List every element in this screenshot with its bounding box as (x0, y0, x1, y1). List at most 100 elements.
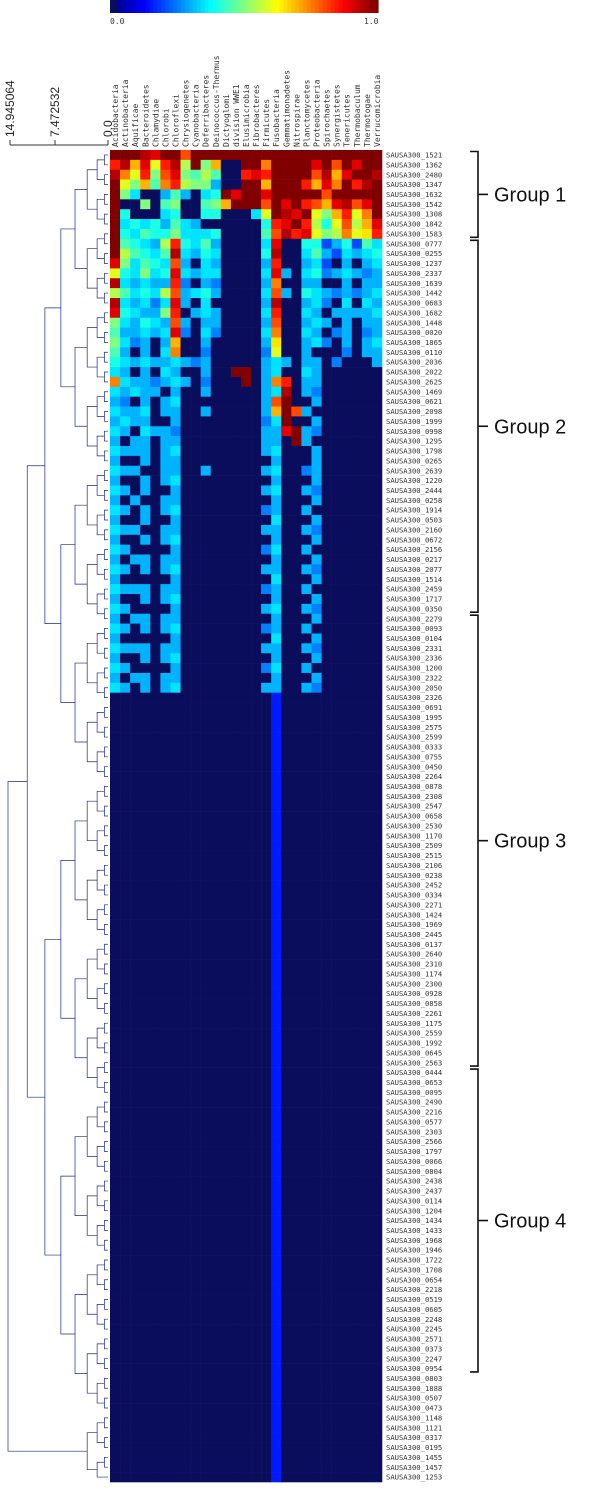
dendrogram-branch (96, 1422, 105, 1443)
heatmap-cell (311, 574, 322, 585)
heatmap-cell (361, 357, 373, 368)
heatmap-cell (281, 1472, 292, 1483)
heatmap-cell (361, 1432, 373, 1443)
heatmap-cell (371, 268, 383, 279)
heatmap-cell (301, 692, 312, 703)
heatmap-cell (301, 1363, 312, 1374)
heatmap-cell (240, 742, 252, 753)
heatmap-cell (120, 1393, 131, 1404)
heatmap-cell (120, 426, 131, 437)
heatmap-cell (200, 998, 212, 1009)
heatmap-cell (210, 179, 222, 190)
colorbar-segment (216, 0, 221, 13)
dendrogram-branch (86, 1037, 98, 1078)
heatmap-cell (220, 426, 232, 437)
heatmap-cell (200, 446, 212, 457)
heatmap-cell (331, 1235, 342, 1246)
heatmap-cell (110, 751, 121, 763)
heatmap-cell (331, 1205, 342, 1216)
heatmap-cell (200, 890, 212, 901)
heatmap-cell (120, 416, 131, 427)
heatmap-cell (261, 742, 272, 753)
heatmap-cell (230, 909, 242, 920)
heatmap-cell (170, 465, 181, 476)
group-label: Group 2 (494, 416, 566, 438)
heatmap-cell (120, 1432, 131, 1443)
heatmap-cell (230, 722, 242, 733)
heatmap-cell (150, 1116, 161, 1128)
heatmap-cell (311, 1156, 322, 1167)
heatmap-cell (210, 485, 222, 496)
row-label: SAUSA300_0110 (386, 348, 442, 357)
heatmap-cell (281, 1343, 292, 1355)
heatmap-cell (210, 544, 222, 555)
heatmap-cell (311, 623, 322, 634)
heatmap-cell (180, 1314, 191, 1325)
heatmap-cell (190, 436, 201, 447)
group-label: Group 3 (494, 831, 566, 853)
heatmap-cell (120, 1077, 131, 1088)
heatmap-cell (371, 1324, 383, 1335)
heatmap-cell (281, 1067, 292, 1078)
heatmap-cell (180, 1373, 191, 1384)
heatmap-cell (371, 1008, 383, 1019)
heatmap-cell (140, 1442, 151, 1453)
heatmap-cell (130, 771, 141, 782)
heatmap-cell (261, 228, 272, 240)
heatmap-cell (220, 150, 232, 161)
heatmap-cell (240, 781, 252, 792)
heatmap-cell (140, 751, 151, 763)
heatmap-cell (281, 446, 292, 457)
heatmap-cell (311, 209, 322, 220)
colorbar-segment (117, 0, 123, 13)
heatmap-cell (150, 1077, 161, 1088)
heatmap-cell (251, 968, 262, 980)
heatmap-cell (281, 1097, 292, 1108)
heatmap-cell (130, 298, 141, 309)
heatmap-cell (341, 298, 353, 309)
heatmap-cell (190, 159, 201, 171)
row-label: SAUSA300_2322 (386, 673, 442, 682)
heatmap-cell (361, 1373, 373, 1384)
heatmap-cell (371, 959, 383, 970)
row-label: SAUSA300_1888 (386, 1384, 442, 1393)
heatmap-cell (311, 712, 322, 723)
heatmap-cell (281, 544, 292, 555)
dendrogram-branch (104, 312, 108, 324)
heatmap-cell (371, 870, 383, 881)
heatmap-cell (281, 1462, 292, 1473)
heatmap-cell (291, 278, 302, 289)
heatmap-cell (220, 1146, 232, 1157)
heatmap-cell (220, 968, 232, 980)
heatmap-cell (261, 771, 272, 782)
heatmap-cell (220, 1205, 232, 1216)
heatmap-cell (140, 1324, 151, 1335)
heatmap-cell (251, 692, 262, 703)
heatmap-cell (110, 820, 121, 832)
heatmap-cell (341, 1057, 353, 1068)
heatmap-cell (261, 515, 272, 526)
heatmap-cell (130, 357, 141, 368)
heatmap-cell (281, 653, 292, 664)
heatmap-cell (230, 248, 242, 259)
dendrogram-branch (96, 1264, 105, 1286)
heatmap-cell (130, 1136, 141, 1147)
heatmap-cell (220, 663, 232, 674)
heatmap-cell (220, 416, 232, 427)
heatmap-cell (271, 367, 282, 378)
heatmap-cell (281, 248, 292, 259)
heatmap-cell (200, 396, 212, 407)
heatmap-cell (110, 1087, 121, 1098)
heatmap-cell (130, 219, 141, 230)
heatmap-cell (351, 564, 363, 575)
heatmap-cell (200, 899, 212, 911)
heatmap-cell (311, 850, 322, 861)
heatmap-cell (180, 288, 191, 299)
heatmap-cell (140, 919, 151, 930)
heatmap-cell (210, 465, 222, 476)
heatmap-cell (351, 1462, 363, 1473)
heatmap-cell (200, 594, 212, 605)
heatmap-cell (170, 742, 181, 753)
heatmap-cell (210, 1363, 222, 1374)
heatmap-cell (361, 1363, 373, 1374)
